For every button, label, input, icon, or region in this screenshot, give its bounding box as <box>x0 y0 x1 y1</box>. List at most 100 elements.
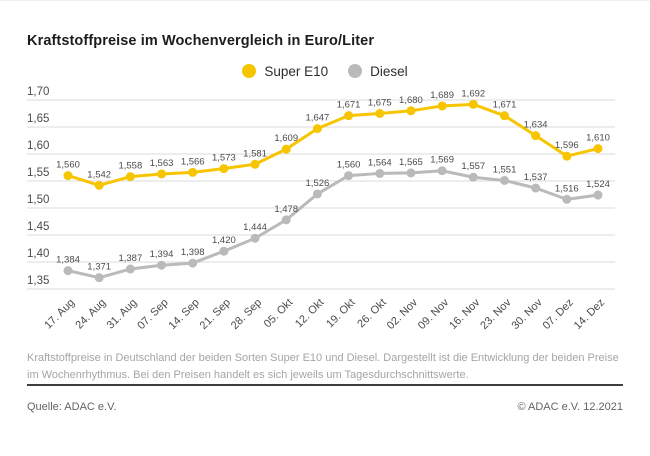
y-tick-label: 1,50 <box>27 194 49 206</box>
data-point-diesel <box>562 194 572 204</box>
value-label-diesel: 1,384 <box>56 255 80 266</box>
value-label-diesel: 1,394 <box>150 249 174 260</box>
data-point-super-e10 <box>219 164 229 174</box>
x-tick-label: 14. Dez <box>572 297 607 332</box>
data-point-diesel <box>94 273 104 283</box>
y-tick-label: 1,35 <box>27 275 49 287</box>
series-line-diesel <box>66 169 600 280</box>
data-point-super-e10 <box>344 111 354 121</box>
series-line-super-e10 <box>66 102 600 187</box>
value-label-diesel: 1,398 <box>181 247 205 258</box>
footer-divider <box>27 384 623 386</box>
value-label-super-e10: 1,647 <box>306 113 330 124</box>
value-label-super-e10: 1,671 <box>337 100 361 111</box>
legend: Super E10 Diesel <box>0 62 650 80</box>
data-point-super-e10 <box>406 106 416 116</box>
value-label-super-e10: 1,671 <box>493 100 517 111</box>
data-point-diesel <box>157 260 167 270</box>
data-point-diesel <box>468 172 478 182</box>
data-point-super-e10 <box>531 131 541 141</box>
x-tick-label: 24. Aug <box>73 297 108 332</box>
data-point-super-e10 <box>157 169 167 179</box>
value-label-diesel: 1,551 <box>493 164 517 175</box>
value-label-diesel: 1,478 <box>274 204 298 215</box>
data-point-super-e10 <box>188 167 198 177</box>
chart-footnote: Kraftstoffpreise in Deutschland der beid… <box>27 352 619 381</box>
y-tick-label: 1,70 <box>27 86 49 98</box>
x-tick-label: 19. Okt <box>324 297 358 331</box>
data-point-diesel <box>63 266 73 276</box>
data-point-super-e10 <box>468 99 478 109</box>
x-tick-label: 30. Nov <box>509 296 545 332</box>
value-label-diesel: 1,420 <box>212 235 236 246</box>
x-tick-label: 21. Sep <box>198 297 233 332</box>
x-tick-label: 07. Dez <box>541 297 576 332</box>
data-point-super-e10 <box>125 172 135 182</box>
data-point-super-e10 <box>312 124 322 134</box>
legend-dot-diesel <box>348 64 363 78</box>
value-label-super-e10: 1,689 <box>430 90 454 101</box>
value-label-diesel: 1,371 <box>87 262 111 273</box>
value-label-super-e10: 1,573 <box>212 153 236 164</box>
legend-label-diesel: Diesel <box>370 63 408 79</box>
data-point-super-e10 <box>437 101 447 111</box>
legend-item-diesel: Diesel <box>348 64 408 79</box>
value-label-super-e10: 1,558 <box>118 161 142 172</box>
legend-dot-super-e10 <box>242 64 257 78</box>
x-tick-label: 12. Okt <box>293 297 327 331</box>
value-label-super-e10: 1,596 <box>555 140 579 151</box>
value-label-diesel: 1,557 <box>461 161 485 172</box>
y-tick-label: 1,65 <box>27 113 49 125</box>
data-point-diesel <box>593 190 603 200</box>
data-point-diesel <box>437 166 447 176</box>
value-label-super-e10: 1,610 <box>586 133 610 144</box>
x-tick-label: 09. Nov <box>416 296 452 332</box>
x-tick-label: 16. Nov <box>447 296 483 332</box>
value-label-diesel: 1,387 <box>118 253 142 264</box>
value-label-super-e10: 1,692 <box>461 88 485 99</box>
y-tick-label: 1,40 <box>27 248 49 260</box>
data-point-super-e10 <box>63 171 73 181</box>
value-label-super-e10: 1,563 <box>150 158 174 169</box>
x-tick-label: 07. Sep <box>135 297 170 332</box>
data-point-super-e10 <box>562 151 572 161</box>
data-point-super-e10 <box>593 144 603 154</box>
data-point-diesel <box>219 246 229 256</box>
data-point-super-e10 <box>250 159 260 169</box>
data-point-diesel <box>281 215 291 225</box>
value-label-super-e10: 1,675 <box>368 98 392 109</box>
data-point-diesel <box>344 171 354 181</box>
value-label-super-e10: 1,542 <box>87 169 111 180</box>
legend-label-super-e10: Super E10 <box>264 63 329 79</box>
footer: Quelle: ADAC e.V. © ADAC e.V. 12.2021 <box>27 401 623 413</box>
y-tick-label: 1,45 <box>27 221 49 233</box>
x-tick-label: 31. Aug <box>105 297 140 332</box>
x-tick-label: 05. Okt <box>262 297 296 331</box>
value-label-diesel: 1,564 <box>368 157 392 168</box>
value-label-diesel: 1,516 <box>555 183 579 194</box>
value-label-diesel: 1,560 <box>337 160 361 171</box>
data-point-super-e10 <box>499 111 509 121</box>
value-label-diesel: 1,524 <box>586 179 610 190</box>
x-tick-label: 26. Okt <box>355 297 389 331</box>
data-point-diesel <box>499 175 509 185</box>
value-label-diesel: 1,537 <box>524 172 548 183</box>
data-point-diesel <box>406 168 416 178</box>
value-label-diesel: 1,526 <box>306 178 330 189</box>
value-label-diesel: 1,565 <box>399 157 423 168</box>
value-label-diesel: 1,569 <box>430 155 454 166</box>
x-tick-label: 28. Sep <box>229 297 264 332</box>
data-point-diesel <box>250 233 260 243</box>
value-label-super-e10: 1,634 <box>524 120 548 131</box>
data-point-diesel <box>125 264 135 274</box>
value-label-diesel: 1,444 <box>243 222 267 233</box>
data-point-diesel <box>531 183 541 193</box>
y-tick-label: 1,55 <box>27 167 49 179</box>
y-tick-label: 1,60 <box>27 140 49 152</box>
legend-item-super-e10: Super E10 <box>242 64 328 79</box>
value-label-super-e10: 1,581 <box>243 148 267 159</box>
x-tick-label: 02. Nov <box>385 296 421 332</box>
data-point-diesel <box>375 168 385 178</box>
